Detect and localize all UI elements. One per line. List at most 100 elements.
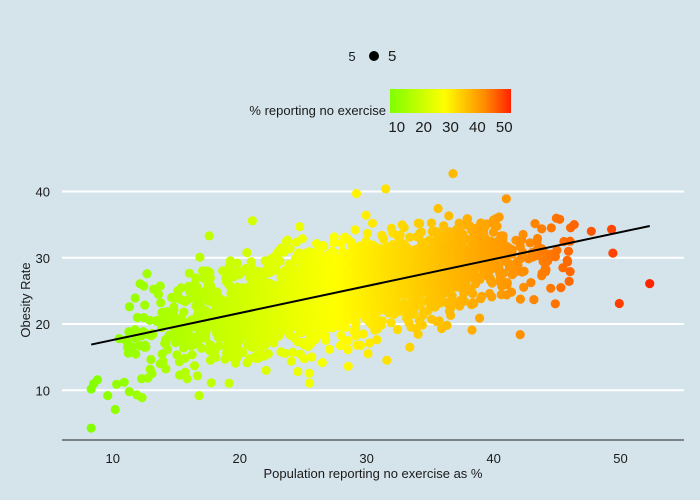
data-point	[392, 325, 403, 335]
data-point	[280, 348, 290, 358]
data-point	[434, 316, 444, 326]
data-point	[378, 234, 389, 244]
data-point	[214, 341, 224, 351]
data-point	[130, 325, 140, 335]
data-point	[286, 356, 296, 366]
data-point	[444, 211, 454, 221]
data-point	[112, 379, 122, 389]
data-point	[299, 354, 309, 364]
data-point	[146, 354, 156, 365]
data-point	[563, 246, 574, 256]
data-point	[321, 335, 331, 345]
data-point	[182, 374, 192, 384]
x-tick-label: 50	[613, 451, 627, 466]
data-point	[361, 210, 371, 220]
data-point	[161, 364, 171, 374]
data-point	[204, 231, 214, 241]
data-point	[205, 273, 215, 283]
data-point	[475, 313, 485, 323]
data-point	[415, 300, 425, 311]
color-legend-tick-label: 40	[469, 119, 486, 136]
data-point	[142, 269, 152, 279]
data-point	[607, 224, 617, 234]
data-point	[180, 353, 190, 363]
data-point	[169, 305, 179, 315]
data-point	[343, 335, 353, 346]
data-point	[191, 273, 201, 283]
data-point	[184, 268, 194, 278]
data-point	[506, 287, 517, 297]
data-point	[285, 244, 295, 254]
data-point	[526, 278, 536, 288]
data-point	[468, 289, 478, 299]
data-point	[546, 223, 556, 233]
y-tick-label: 30	[36, 251, 50, 266]
trend-line	[90, 224, 650, 346]
data-point	[569, 220, 579, 230]
data-point	[510, 267, 520, 277]
color-legend-tick-label: 20	[415, 119, 432, 136]
x-tick-label: 30	[359, 451, 373, 466]
x-axis-ticks: 10 20 30 40 50	[106, 451, 628, 466]
data-point	[469, 298, 479, 309]
data-point	[156, 298, 166, 308]
data-point	[124, 387, 134, 397]
data-point	[364, 338, 375, 348]
data-point	[197, 343, 207, 353]
data-point	[238, 348, 248, 358]
data-point	[263, 349, 273, 359]
data-point	[261, 365, 271, 375]
x-axis-title: Population reporting no exercise as %	[264, 466, 483, 481]
data-point	[614, 298, 624, 309]
data-point	[340, 322, 350, 332]
data-point	[103, 391, 113, 401]
data-point	[367, 218, 378, 228]
data-point	[413, 329, 423, 339]
data-point	[271, 265, 281, 275]
y-axis-ticks: 10 20 30 40	[36, 185, 50, 399]
data-point	[127, 342, 137, 352]
data-point	[130, 293, 140, 303]
data-point	[515, 294, 526, 304]
size-legend: 5 5	[348, 48, 396, 65]
data-point	[550, 299, 560, 309]
data-point	[153, 289, 164, 299]
data-point	[608, 248, 618, 258]
data-point	[317, 358, 327, 368]
data-point	[304, 368, 314, 378]
y-tick-label: 20	[36, 317, 50, 332]
data-point	[242, 248, 252, 258]
data-point	[529, 295, 539, 305]
data-point	[494, 212, 504, 222]
data-point	[187, 350, 197, 360]
data-point	[343, 345, 353, 355]
data-point	[386, 318, 396, 328]
data-point	[537, 224, 547, 234]
data-point	[155, 281, 165, 291]
data-point	[282, 235, 292, 245]
color-legend-ticks: 10 20 30 40 50	[388, 119, 512, 136]
data-point	[477, 291, 487, 301]
data-point	[362, 228, 372, 238]
data-points	[86, 169, 655, 433]
data-point	[439, 221, 449, 231]
data-point	[356, 340, 366, 350]
data-point	[448, 169, 458, 179]
data-point	[201, 333, 211, 343]
data-point	[119, 377, 129, 387]
data-point	[225, 256, 235, 266]
data-point	[530, 219, 540, 229]
data-point	[405, 342, 415, 352]
data-point	[502, 278, 512, 288]
data-point	[358, 329, 368, 339]
data-point	[307, 352, 317, 362]
data-point	[555, 214, 565, 224]
data-point	[140, 300, 150, 310]
data-point	[275, 256, 285, 266]
data-point	[645, 279, 655, 289]
color-legend-tick-label: 50	[496, 119, 513, 136]
data-point	[131, 349, 141, 359]
data-point	[498, 268, 509, 278]
data-point	[399, 223, 409, 233]
